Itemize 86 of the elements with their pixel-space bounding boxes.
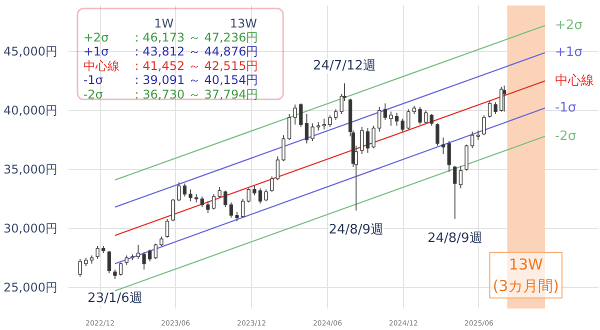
candlestick: [160, 236, 164, 247]
candlestick: [240, 198, 245, 218]
candlestick: [366, 128, 370, 154]
candlestick: [107, 250, 112, 274]
text: 中心線 : 41,452 ～ 42,515円: [83, 58, 258, 73]
candlestick: [171, 198, 175, 222]
candlestick: [188, 188, 192, 202]
candlestick: [389, 111, 393, 126]
candlestick: [229, 202, 234, 218]
annotation: 24/8/9週: [328, 222, 384, 238]
candlestick: [148, 249, 152, 262]
y-tick-label: 40,000円: [4, 103, 58, 118]
annotation: 24/7/12週: [312, 58, 376, 74]
y-tick-label: 25,000円: [4, 280, 58, 294]
candlestick: [96, 246, 100, 260]
candlestick: [418, 106, 422, 126]
candlestick: [406, 108, 410, 130]
candlestick: [334, 108, 338, 120]
series-label: 中心線: [554, 72, 594, 88]
candlestick: [482, 114, 486, 136]
candlestick: [394, 112, 399, 126]
candlestick: [182, 183, 187, 197]
text: -2σ : 36,730 ～ 37,794円: [83, 87, 258, 102]
candlestick: [476, 130, 480, 140]
candlestick: [258, 188, 262, 204]
candlestick: [252, 185, 256, 196]
annotation: 24/8/9週: [427, 230, 482, 246]
series-label: +1σ: [554, 45, 582, 60]
candlestick: [304, 113, 309, 144]
annotation: 23/1/6週: [88, 291, 142, 306]
candlestick: [436, 122, 440, 146]
candlestick: [165, 218, 170, 238]
candlestick: [464, 144, 468, 172]
candlestick: [293, 104, 297, 126]
candlestick: [113, 269, 117, 280]
annotation: 13W (3カ月間): [492, 255, 560, 295]
candlestick: [441, 137, 446, 155]
candlestick: [200, 196, 204, 208]
candlestick: [206, 200, 210, 214]
candlestick: [453, 165, 457, 220]
candlestick: [136, 244, 140, 260]
candlestick: [372, 125, 376, 149]
text: -1σ : 39,091 ～ 40,154円: [83, 73, 258, 88]
candlestick: [488, 100, 492, 118]
candlestick: [235, 211, 239, 222]
candlestick: [118, 262, 123, 276]
candlestick: [500, 86, 504, 112]
candlestick: [78, 258, 82, 278]
candlestick: [400, 118, 404, 132]
candlestick: [378, 106, 382, 132]
candlestick: [310, 122, 314, 142]
candlestick: [494, 102, 498, 114]
candlestick: [224, 190, 228, 208]
candlestick: [154, 243, 158, 260]
candlestick: [447, 140, 451, 172]
text: +1σ : 43,812 ～ 44,876円: [83, 44, 258, 59]
candlestick: [383, 102, 388, 120]
text: +2σ : 46,173 ～ 47,236円: [83, 30, 258, 44]
annotation: 1W: [154, 16, 174, 31]
candlestick: [264, 188, 268, 202]
series-label: -1σ: [554, 100, 576, 116]
candlestick: [246, 188, 250, 203]
candlestick: [328, 114, 332, 128]
candlestick: [430, 113, 434, 126]
candlestick: [212, 194, 216, 210]
candlestick: [177, 182, 181, 202]
candlestick: [322, 118, 326, 130]
candlestick: [470, 131, 474, 149]
candlestick: [299, 102, 303, 128]
candlestick: [287, 113, 292, 140]
candlestick: [142, 251, 146, 270]
candlestick: [270, 176, 274, 192]
candlestick: [282, 134, 286, 162]
candlestick: [276, 156, 280, 180]
annotation: 13W: [230, 16, 258, 31]
series-label: +2σ: [554, 18, 582, 34]
candlestick: [458, 165, 463, 189]
candlestick: [424, 110, 428, 124]
y-tick-label: 30,000円: [4, 221, 58, 236]
series-label: -2σ: [554, 128, 576, 144]
y-tick-label: 35,000円: [4, 162, 58, 176]
y-tick-label: 45,000円: [4, 44, 58, 58]
candlestick: [124, 254, 128, 266]
candlestick: [502, 85, 506, 112]
candlestick: [218, 186, 222, 198]
candlestick: [360, 126, 364, 155]
